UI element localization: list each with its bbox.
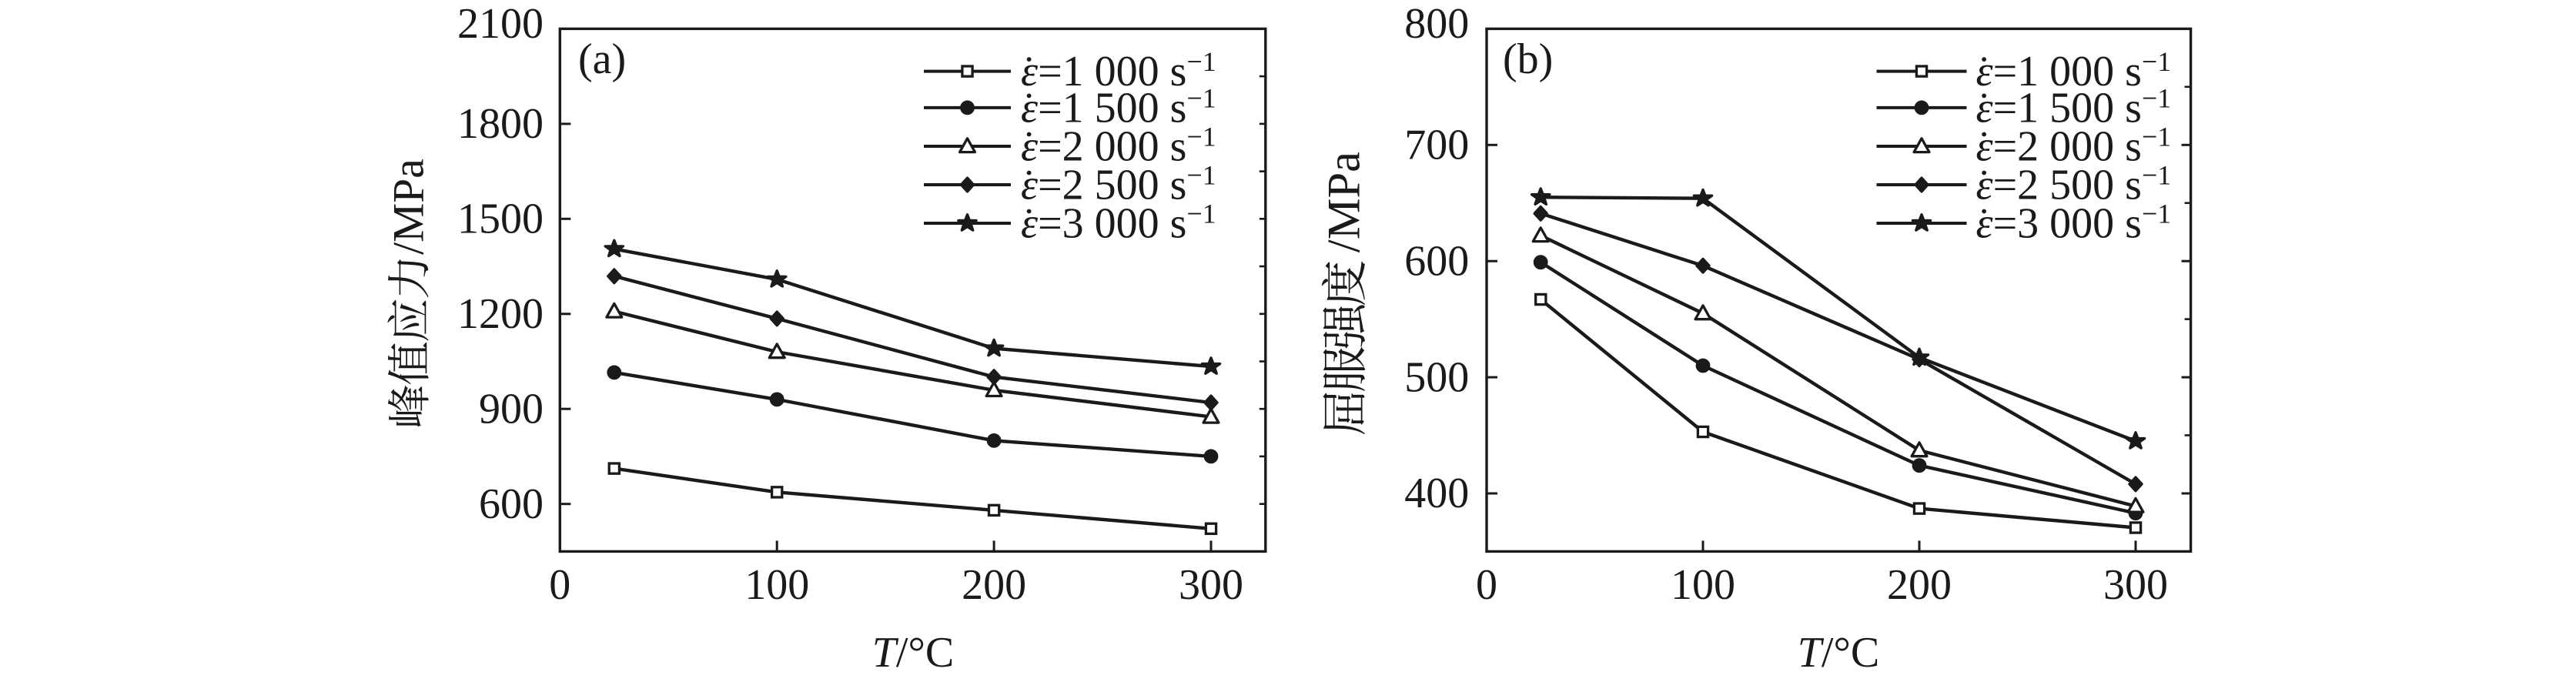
svg-text:0: 0 (1476, 561, 1497, 609)
svg-text:800: 800 (1404, 0, 1469, 48)
svg-text:ε=2 000 s−1: ε=2 000 s−1 (1021, 122, 1216, 171)
svg-text:700: 700 (1404, 122, 1469, 169)
svg-text:(b): (b) (1503, 35, 1553, 83)
svg-text:ε=1 000 s−1: ε=1 000 s−1 (1976, 46, 2172, 95)
svg-text:0: 0 (549, 561, 570, 609)
svg-text:ε=2 500 s−1: ε=2 500 s−1 (1976, 160, 2172, 209)
svg-text:1800: 1800 (457, 100, 544, 148)
svg-text:ε=1 000 s−1: ε=1 000 s−1 (1021, 46, 1216, 95)
svg-text:ε=2 000 s−1: ε=2 000 s−1 (1976, 122, 2172, 171)
svg-text:900: 900 (479, 385, 544, 433)
svg-text:2100: 2100 (457, 0, 544, 48)
svg-text:T/°C: T/°C (1798, 629, 1879, 677)
svg-text:ε=1 500 s−1: ε=1 500 s−1 (1976, 82, 2172, 132)
svg-text:100: 100 (1671, 561, 1735, 609)
svg-text:ε=3 000 s−1: ε=3 000 s−1 (1976, 199, 2172, 248)
svg-text:200: 200 (1887, 561, 1952, 609)
svg-text:ε=2 500 s−1: ε=2 500 s−1 (1021, 160, 1216, 209)
svg-text:200: 200 (962, 561, 1026, 609)
svg-text:500: 500 (1404, 353, 1469, 401)
svg-text:400: 400 (1404, 470, 1469, 517)
svg-text:300: 300 (1179, 561, 1243, 609)
svg-text:600: 600 (1404, 237, 1469, 285)
svg-text:1500: 1500 (457, 196, 544, 243)
svg-text:T/°C: T/°C (872, 629, 954, 677)
svg-text:ε=3 000 s−1: ε=3 000 s−1 (1021, 199, 1216, 248)
svg-text:300: 300 (2103, 561, 2168, 609)
svg-text:(a): (a) (578, 35, 626, 83)
svg-text:ε=1 500 s−1: ε=1 500 s−1 (1021, 82, 1216, 132)
svg-text:100: 100 (744, 561, 809, 609)
svg-text:600: 600 (479, 480, 544, 528)
svg-text:/MPa: /MPa (385, 159, 433, 255)
svg-text:/MPa: /MPa (1319, 152, 1370, 252)
svg-text:1200: 1200 (457, 290, 544, 338)
